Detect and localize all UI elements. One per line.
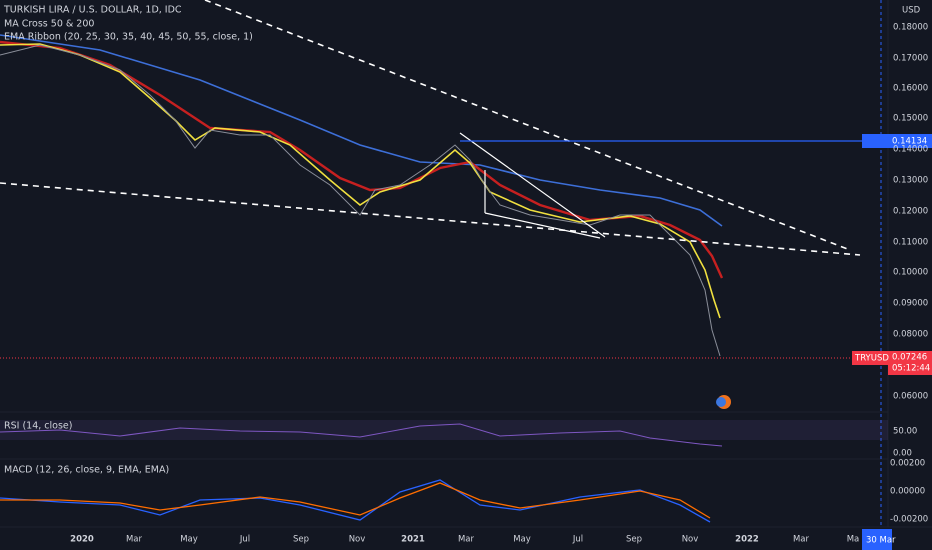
time-tick: Mar (793, 535, 810, 545)
countdown: 05:12:44 (892, 364, 930, 374)
price-tick: 0.09000 (893, 299, 928, 309)
symbol-tag (852, 351, 888, 365)
ma-200 (0, 34, 723, 227)
macd-tick: -0.00200 (890, 515, 928, 525)
macd-lines (0, 479, 711, 523)
time-tick: 2020 (70, 535, 94, 545)
time-tick: Jul (572, 535, 583, 545)
price-tick: 0.13000 (893, 176, 928, 186)
price-tick: 0.17000 (893, 54, 928, 64)
macd-title[interactable]: MACD (12, 26, close, 9, EMA, EMA) (4, 465, 169, 476)
price-tick: 0.15000 (893, 114, 928, 124)
time-tick: Sep (293, 535, 309, 545)
time-tick: May (513, 535, 531, 545)
level-value: 0.14134 (892, 137, 927, 147)
time-tick: 2022 (735, 535, 759, 545)
price-tick: 0.08000 (893, 330, 928, 340)
indicator-label[interactable]: EMA Ribbon (20, 25, 30, 35, 40, 45, 50, … (4, 32, 253, 43)
event-icon-flag (716, 397, 726, 407)
time-tick: May (180, 535, 198, 545)
symbol-name: TRYUSD (854, 354, 889, 364)
macd-tick: 0.00200 (890, 459, 925, 469)
level-tag (888, 134, 932, 148)
time-tick: Mar (458, 535, 475, 545)
level-tag-pointer (862, 134, 888, 148)
price-tick: 0.18000 (893, 23, 928, 33)
cursor-date-tag (862, 529, 892, 550)
time-tick: Nov (682, 535, 699, 545)
trendlines (0, 0, 861, 256)
time-tick: Nov (349, 535, 366, 545)
last-price: 0.07246 (892, 353, 927, 363)
price-lines (0, 34, 724, 357)
price-tick: 0.16000 (893, 84, 928, 94)
ema-ribbon (0, 40, 724, 279)
price-tick: 0.06000 (893, 392, 928, 402)
time-tick: Sep (626, 535, 642, 545)
rsi-tick: 50.00 (893, 427, 917, 437)
cursor-date: 30 Mar (866, 536, 896, 546)
time-tick: Ma (847, 535, 860, 545)
rsi-title[interactable]: RSI (14, close) (4, 421, 72, 432)
macd-tick: 0.00000 (890, 487, 925, 497)
wedge (459, 132, 606, 239)
price (0, 44, 721, 357)
ema-fast (0, 43, 721, 319)
currency: USD (902, 6, 921, 16)
rsi-tick: 0.00 (893, 449, 912, 459)
price-tick: 0.10000 (893, 268, 928, 278)
symbol-title: TURKISH LIRA / U.S. DOLLAR, 1D, IDC (3, 5, 182, 16)
time-tick: 2021 (401, 535, 425, 545)
price-tick: 0.14000 (893, 145, 928, 155)
indicator-label[interactable]: MA Cross 50 & 200 (4, 19, 94, 30)
price-tick: 0.11000 (893, 238, 928, 248)
price-tick: 0.12000 (893, 207, 928, 217)
time-tick: Mar (126, 535, 143, 545)
rsi-line (0, 423, 723, 447)
rsi-band (0, 420, 888, 440)
grid (0, 0, 932, 528)
time-tick: Jul (239, 535, 250, 545)
last-tag (888, 351, 932, 375)
